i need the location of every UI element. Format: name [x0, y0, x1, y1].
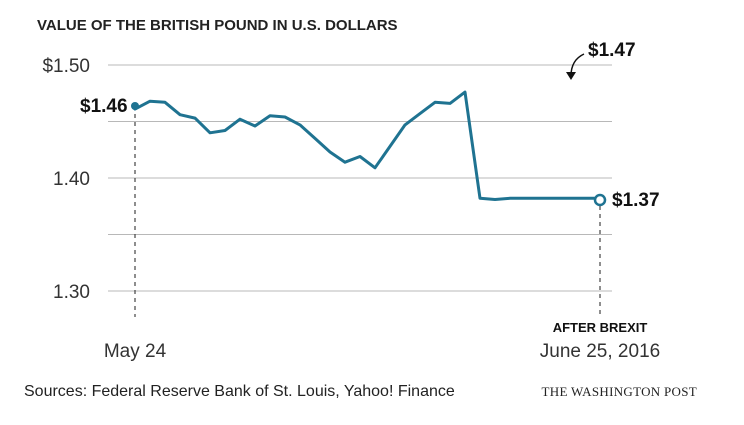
- x-label-start: May 24: [104, 341, 167, 362]
- grid-lines: [108, 64, 612, 292]
- peak-arrowhead-icon: [566, 72, 576, 80]
- chart-title: VALUE OF THE BRITISH POUND IN U.S. DOLLA…: [37, 17, 398, 34]
- end-point-marker: [593, 193, 607, 207]
- peak-value-label: $1.47: [588, 40, 636, 61]
- y-axis-tick-labels: $1.50 1.40 1.30: [42, 56, 90, 303]
- start-point-marker: [131, 102, 139, 110]
- y-tick-label: $1.50: [42, 56, 90, 77]
- y-tick-label: 1.40: [53, 169, 90, 190]
- x-label-end: June 25, 2016: [540, 341, 660, 362]
- event-label: AFTER BREXIT: [553, 320, 648, 335]
- series-layer: [133, 90, 602, 201]
- y-tick-label: 1.30: [53, 282, 90, 303]
- start-value-label: $1.46: [80, 96, 128, 117]
- publisher-credit: THE WASHINGTON POST: [542, 384, 697, 399]
- end-value-label: $1.37: [612, 190, 660, 211]
- series-line: [133, 90, 602, 201]
- source-note: Sources: Federal Reserve Bank of St. Lou…: [24, 383, 455, 400]
